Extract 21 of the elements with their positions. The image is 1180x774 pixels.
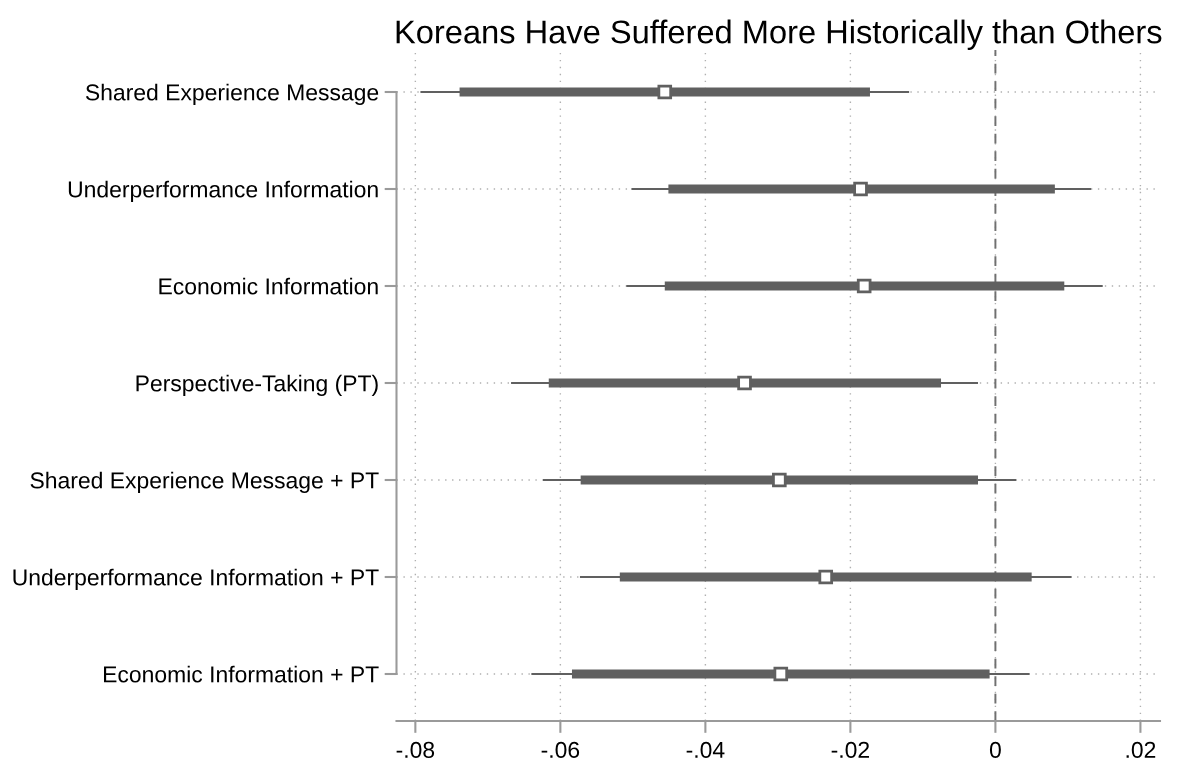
point <box>818 569 834 585</box>
y-tick-label: Underperformance Information <box>68 180 378 203</box>
y-tick-label: Shared Experience Message <box>85 83 379 106</box>
x-tick-label: -.04 <box>686 741 725 758</box>
y-tick-label: Underperformance Information + PT <box>13 568 379 591</box>
point <box>853 181 868 197</box>
x-tick-label: -.06 <box>541 741 580 758</box>
x-tick-label: 0 <box>989 741 1001 758</box>
point <box>737 375 752 391</box>
point <box>856 278 872 294</box>
x-tick-label: .02 <box>1126 741 1156 758</box>
x-tick-label: -.08 <box>396 741 435 758</box>
y-tick-label: Economic Information <box>159 277 378 295</box>
y-tick-label: Perspective-Taking (PT) <box>136 374 378 397</box>
point <box>772 472 787 488</box>
x-tick-label: -.02 <box>831 741 869 758</box>
point <box>657 84 673 100</box>
chart-title: Koreans Have Suffered More Historically than Others <box>396 19 1162 50</box>
point <box>773 666 789 682</box>
y-tick-label: Shared Experience Message + PT <box>30 471 379 494</box>
y-tick-label: Economic Information + PT <box>104 665 379 683</box>
